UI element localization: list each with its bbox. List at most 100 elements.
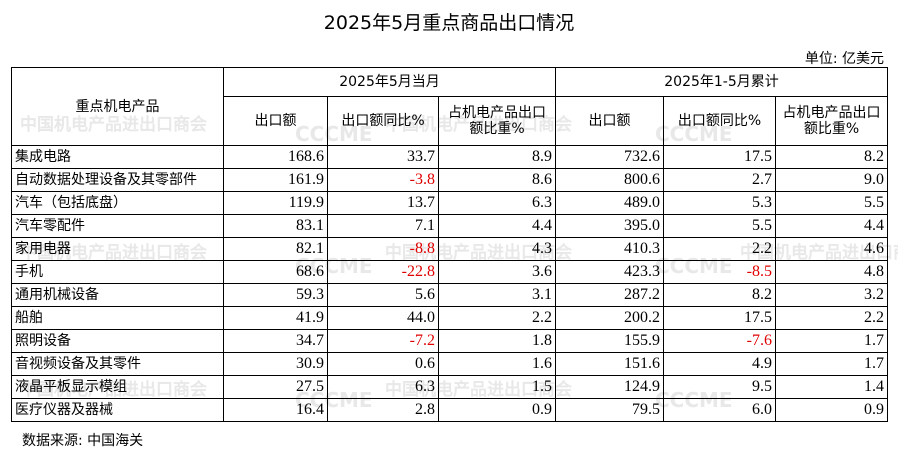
cell-c-yoy: 5.3 [663,191,776,215]
cell-c-yoy: 2.7 [663,168,776,192]
cell-c-exp: 395.0 [555,214,664,238]
cell-c-yoy: 9.5 [663,375,776,399]
group-header-month: 2025年5月当月 [223,67,556,97]
col-header-yoy: 出口额同比% [663,96,776,146]
cell-m-yoy: 6.3 [327,375,439,399]
table-row: 液晶平板显示模组 27.5 6.3 1.5 124.9 9.5 1.4 [11,375,889,399]
cell-c-share: 1.7 [774,352,889,376]
cell-c-exp: 800.6 [555,168,664,192]
table-row: 船舶 41.9 44.0 2.2 200.2 17.5 2.2 [11,306,889,330]
cell-m-exp: 68.6 [223,260,328,284]
cell-c-share: 4.6 [774,237,889,261]
col-header-export: 出口额 [555,96,664,146]
cell-m-share: 3.6 [438,260,556,284]
cell-c-exp: 200.2 [555,306,664,330]
product-name: 照明设备 [11,329,224,353]
product-name: 汽车零配件 [11,214,224,238]
cell-c-exp: 155.9 [555,329,664,353]
cell-m-exp: 168.6 [223,145,328,169]
cell-c-yoy: 2.2 [663,237,776,261]
cell-c-yoy: 8.2 [663,283,776,307]
cell-m-yoy: -8.8 [327,237,439,261]
cell-c-share: 4.4 [774,214,889,238]
cell-m-share: 1.8 [438,329,556,353]
table-row: 手机 68.6 -22.8 3.6 423.3 -8.5 4.8 [11,260,889,284]
cell-m-yoy: 7.1 [327,214,439,238]
col-header-yoy: 出口额同比% [327,96,439,146]
cell-m-yoy: 33.7 [327,145,439,169]
cell-m-exp: 27.5 [223,375,328,399]
product-name: 液晶平板显示模组 [11,375,224,399]
cell-m-yoy: 0.6 [327,352,439,376]
cell-m-yoy: -3.8 [327,168,439,192]
cell-c-share: 2.2 [774,306,889,330]
export-table: 重点机电产品 2025年5月当月 2025年1-5月累计 出口额 出口额同比% … [11,67,889,422]
col-header-export: 出口额 [223,96,328,146]
group-header-cumulative: 2025年1-5月累计 [554,67,889,97]
table-row: 自动数据处理设备及其零部件 161.9 -3.8 8.6 800.6 2.7 9.0 [11,168,889,192]
cell-c-exp: 489.0 [555,191,664,215]
cell-c-share: 8.2 [774,145,889,169]
product-name: 通用机械设备 [11,283,224,307]
cell-c-share: 1.7 [774,329,889,353]
cell-m-share: 4.3 [438,237,556,261]
cell-c-yoy: 17.5 [663,306,776,330]
cell-m-exp: 41.9 [223,306,328,330]
table-row: 医疗仪器及器械 16.4 2.8 0.9 79.5 6.0 0.9 [11,398,889,422]
cell-c-exp: 79.5 [555,398,664,422]
cell-c-share: 4.8 [774,260,889,284]
cell-m-exp: 83.1 [223,214,328,238]
product-name: 集成电路 [11,145,224,169]
col-header-share: 占机电产品出口额比重% [774,96,889,146]
cell-c-exp: 732.6 [555,145,664,169]
cell-m-share: 3.1 [438,283,556,307]
cell-m-exp: 30.9 [223,352,328,376]
cell-c-exp: 410.3 [555,237,664,261]
cell-c-yoy: 17.5 [663,145,776,169]
cell-m-yoy: 44.0 [327,306,439,330]
cell-c-exp: 287.2 [555,283,664,307]
cell-m-exp: 16.4 [223,398,328,422]
cell-m-share: 4.4 [438,214,556,238]
product-name: 自动数据处理设备及其零部件 [11,168,224,192]
cell-m-exp: 119.9 [223,191,328,215]
cell-m-share: 1.5 [438,375,556,399]
cell-c-share: 9.0 [774,168,889,192]
table-row: 音视频设备及其零件 30.9 0.6 1.6 151.6 4.9 1.7 [11,352,889,376]
cell-m-exp: 59.3 [223,283,328,307]
unit-label: 单位: 亿美元 [804,51,884,67]
cell-c-share: 3.2 [774,283,889,307]
cell-c-yoy: 6.0 [663,398,776,422]
cell-m-share: 8.6 [438,168,556,192]
table-row: 通用机械设备 59.3 5.6 3.1 287.2 8.2 3.2 [11,283,889,307]
cell-c-exp: 151.6 [555,352,664,376]
product-name: 手机 [11,260,224,284]
cell-m-share: 0.9 [438,398,556,422]
cell-c-share: 0.9 [774,398,889,422]
cell-m-share: 1.6 [438,352,556,376]
cell-c-yoy: -7.6 [663,329,776,353]
cell-c-yoy: 4.9 [663,352,776,376]
page-title: 2025年5月重点商品出口情况 [323,12,575,34]
cell-m-share: 8.9 [438,145,556,169]
cell-m-exp: 34.7 [223,329,328,353]
cell-c-share: 5.5 [774,191,889,215]
cell-m-yoy: -7.2 [327,329,439,353]
product-header: 重点机电产品 [11,67,224,146]
table-row: 照明设备 34.7 -7.2 1.8 155.9 -7.6 1.7 [11,329,889,353]
cell-m-yoy: -22.8 [327,260,439,284]
cell-c-yoy: -8.5 [663,260,776,284]
cell-m-yoy: 2.8 [327,398,439,422]
data-source: 数据来源: 中国海关 [22,433,144,449]
product-name: 医疗仪器及器械 [11,398,224,422]
table-row: 汽车（包括底盘） 119.9 13.7 6.3 489.0 5.3 5.5 [11,191,889,215]
cell-m-exp: 161.9 [223,168,328,192]
table-row: 集成电路 168.6 33.7 8.9 732.6 17.5 8.2 [11,145,889,169]
col-header-share: 占机电产品出口额比重% [438,96,556,146]
cell-m-yoy: 13.7 [327,191,439,215]
product-name: 船舶 [11,306,224,330]
cell-m-yoy: 5.6 [327,283,439,307]
table-row: 家用电器 82.1 -8.8 4.3 410.3 2.2 4.6 [11,237,889,261]
product-name: 家用电器 [11,237,224,261]
cell-m-exp: 82.1 [223,237,328,261]
